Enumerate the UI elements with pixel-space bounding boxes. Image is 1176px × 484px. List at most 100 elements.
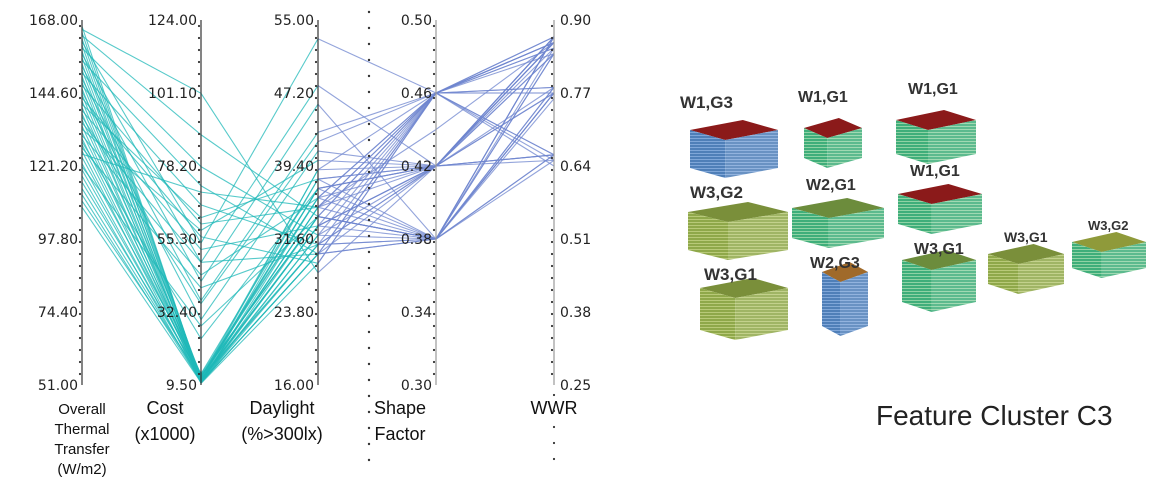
building-wall-left bbox=[804, 128, 828, 168]
building-wall-right bbox=[827, 128, 862, 168]
tick-label: 55.00 bbox=[274, 13, 314, 29]
tick-label: 0.50 bbox=[401, 13, 432, 29]
series-line-43-seg-2 bbox=[317, 103, 437, 240]
dotted-guide-dot bbox=[367, 394, 371, 398]
axis-2: 55.00 47.20 39.40 31.60 23.80 16.00 Daylight (%… bbox=[241, 13, 323, 444]
building-2: W1,G1 bbox=[896, 81, 976, 164]
axis-dot bbox=[314, 324, 318, 328]
tick-label: 0.38 bbox=[401, 232, 432, 248]
axis-dot bbox=[314, 348, 318, 352]
building-wall-left bbox=[690, 130, 726, 178]
axis-dot bbox=[197, 84, 201, 88]
series-line-11-seg-2 bbox=[317, 92, 437, 227]
axis-dot bbox=[78, 108, 82, 112]
axis-dot bbox=[78, 96, 82, 100]
series-line-41-seg-2 bbox=[317, 38, 437, 94]
axis-dot bbox=[78, 300, 82, 304]
axis-dot bbox=[314, 168, 318, 172]
tick-label: 0.38 bbox=[560, 305, 591, 321]
axis-dot bbox=[550, 72, 554, 76]
axis-dot bbox=[550, 312, 554, 316]
dotted-guide-dot bbox=[367, 330, 371, 334]
axis-dot bbox=[550, 180, 554, 184]
axis-dot bbox=[550, 204, 554, 208]
axis-dot bbox=[197, 156, 201, 160]
axis-dot bbox=[550, 372, 554, 376]
axis-dot bbox=[78, 252, 82, 256]
dotted-guide-dot bbox=[367, 410, 371, 414]
axis-dot bbox=[432, 84, 436, 88]
axis-dot bbox=[432, 336, 436, 340]
axis-dot bbox=[78, 48, 82, 52]
axis-3: 0.50 0.46 0.42 0.38 0.34 0.30 Shape Factor bbox=[374, 13, 437, 444]
axis-dot bbox=[197, 324, 201, 328]
axis-dot bbox=[550, 120, 554, 124]
axis-dot bbox=[197, 336, 201, 340]
series-line-49-seg-3 bbox=[435, 42, 555, 167]
axis-dot bbox=[550, 252, 554, 256]
axis-dot bbox=[432, 300, 436, 304]
series-line-49-seg-1 bbox=[200, 188, 319, 340]
axis-label: Cost bbox=[146, 398, 183, 418]
axis-dot bbox=[197, 180, 201, 184]
building-label: W1,G1 bbox=[910, 163, 960, 180]
series-line-37-seg-1 bbox=[200, 225, 319, 251]
axis-dot bbox=[314, 288, 318, 292]
series-line-30-seg-2 bbox=[317, 165, 437, 274]
axis-dot bbox=[432, 312, 436, 316]
axis-dot bbox=[197, 240, 201, 244]
tick-label: 78.20 bbox=[157, 159, 197, 175]
axis-dot bbox=[314, 240, 318, 244]
series-line-33-seg-2 bbox=[317, 92, 437, 255]
axis-dot bbox=[314, 336, 318, 340]
axis-dot bbox=[197, 72, 201, 76]
axis-label: Daylight bbox=[249, 398, 314, 418]
series-line-22-seg-0 bbox=[81, 163, 202, 382]
dotted-guide-dot bbox=[367, 138, 371, 142]
axis-dot bbox=[432, 60, 436, 64]
series-line-33-seg-0 bbox=[81, 60, 202, 187]
axis-dot bbox=[550, 288, 554, 292]
building-label: W3,G1 bbox=[704, 265, 757, 284]
series-line-27-seg-1 bbox=[200, 225, 319, 383]
axis-dot bbox=[78, 192, 82, 196]
axis-dot bbox=[197, 120, 201, 124]
series-line-21-seg-2 bbox=[317, 165, 437, 180]
building-roof bbox=[804, 118, 862, 138]
axis-dot bbox=[314, 36, 318, 40]
axis-dot bbox=[78, 144, 82, 148]
building-4: W2,G1 bbox=[792, 177, 884, 248]
axis-dot bbox=[197, 36, 201, 40]
axis-dot bbox=[432, 168, 436, 172]
dotted-guide-dot bbox=[367, 10, 371, 14]
axis-dot bbox=[550, 192, 554, 196]
series-line-46-seg-3 bbox=[435, 53, 555, 240]
axis-dot bbox=[552, 409, 556, 413]
building-3: W3,G2 bbox=[688, 183, 788, 260]
axis-dot bbox=[78, 336, 82, 340]
building-5: W1,G1 bbox=[898, 163, 982, 234]
axis-dot bbox=[78, 168, 82, 172]
building-10: W3,G2 bbox=[1072, 218, 1146, 278]
axis-label: (x1000) bbox=[134, 424, 195, 444]
tick-label: 47.20 bbox=[274, 86, 314, 102]
series-line-44-seg-1 bbox=[200, 131, 319, 301]
series-line-25-seg-3 bbox=[435, 36, 555, 240]
dotted-guide-dot bbox=[367, 346, 371, 350]
cluster-title: Feature Cluster C3 bbox=[876, 400, 1113, 431]
building-label: W3,G1 bbox=[914, 241, 964, 258]
axis-dot bbox=[78, 60, 82, 64]
series-lines bbox=[81, 26, 555, 384]
tick-label: 74.40 bbox=[38, 305, 78, 321]
axis-dot bbox=[432, 132, 436, 136]
series-line-26-seg-2 bbox=[317, 92, 437, 171]
series-line-20-seg-2 bbox=[317, 92, 437, 236]
axis-dot bbox=[432, 144, 436, 148]
series-line-28-seg-1 bbox=[200, 188, 319, 378]
series-line-49-seg-2 bbox=[317, 165, 437, 190]
axis-dot bbox=[550, 336, 554, 340]
building-wall-right bbox=[725, 130, 778, 178]
building-wall-right bbox=[1018, 254, 1064, 294]
series-line-6-seg-3 bbox=[435, 98, 555, 240]
series-line-24-seg-1 bbox=[200, 197, 319, 384]
